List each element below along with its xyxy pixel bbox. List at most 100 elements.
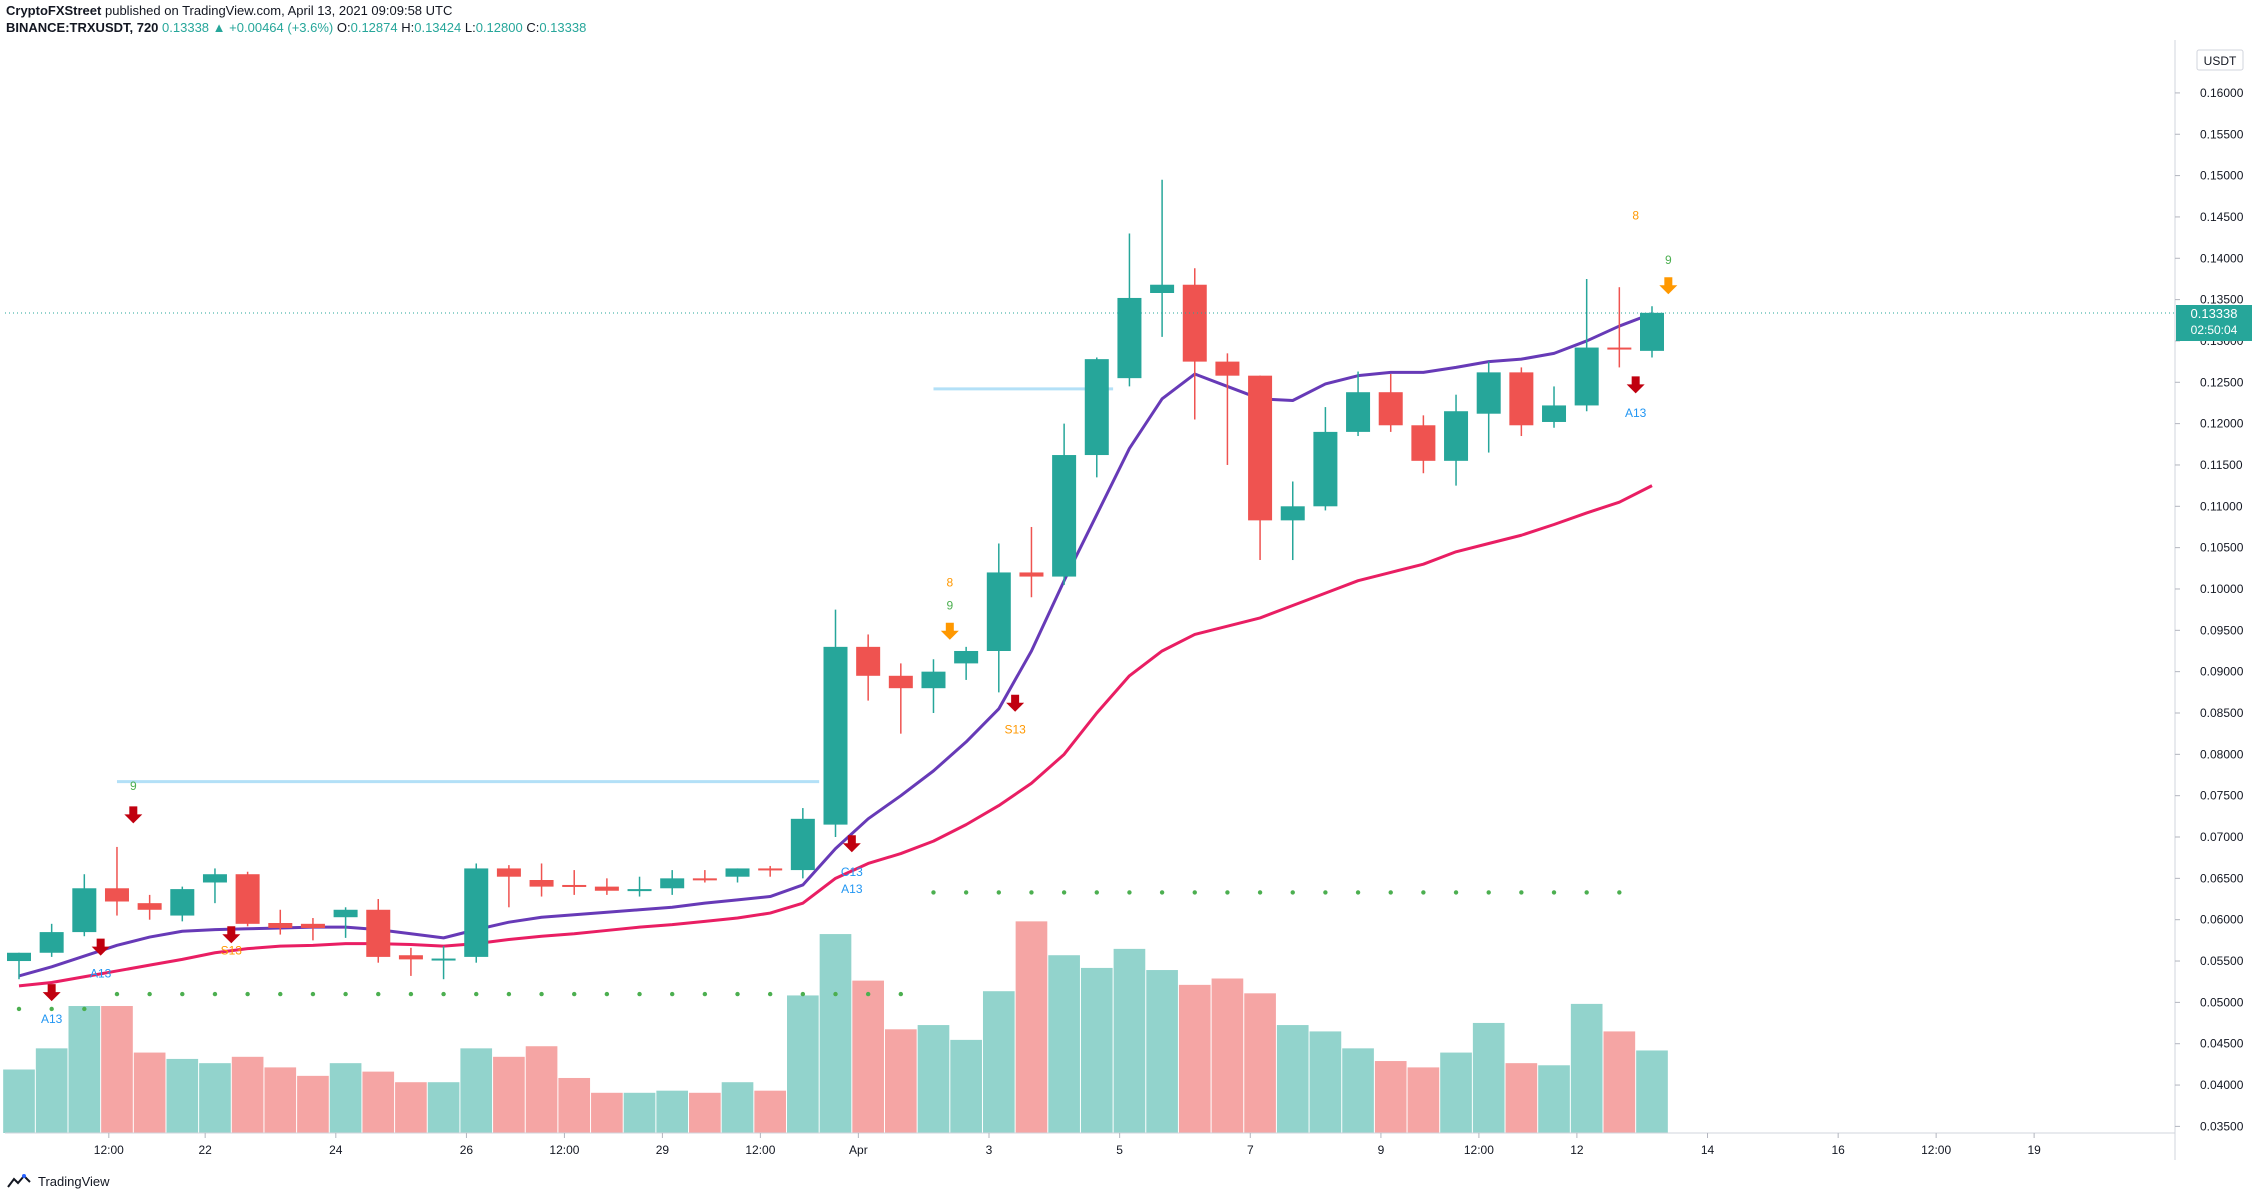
candle-body	[1640, 312, 1664, 351]
candle	[1150, 179, 1175, 337]
support-dot	[539, 991, 544, 997]
signal-label: 9	[130, 779, 137, 793]
signal-arrow-down-icon	[124, 806, 143, 824]
candle-body	[300, 923, 325, 928]
price-tick-label: 0.12000	[2200, 417, 2244, 431]
volume-bar	[1636, 1050, 1668, 1133]
candle	[1215, 353, 1240, 465]
candle-body	[1052, 455, 1077, 577]
volume-bar	[199, 1063, 231, 1133]
volume-bars	[3, 921, 1668, 1133]
candle-body	[235, 874, 260, 924]
time-tick-label: Apr	[849, 1143, 868, 1157]
volume-bar	[395, 1082, 427, 1133]
volume-bar	[1178, 984, 1211, 1133]
candle	[954, 646, 979, 680]
candle	[1182, 268, 1207, 420]
candle	[39, 923, 64, 957]
support-dot	[343, 991, 348, 997]
signal-arrow-down-icon	[42, 984, 61, 1002]
candle	[104, 846, 129, 916]
signal-label: S13	[1004, 723, 1026, 737]
volume-bar	[493, 1056, 525, 1133]
time-axis[interactable]: 12:00 22 24 26 12:00 29 12:00 Apr 3 5 7 9 12:00 12 14 1…	[94, 1133, 2041, 1157]
currency-label: USDT	[2204, 54, 2237, 68]
volume-bar	[819, 934, 852, 1133]
candle-body	[1378, 392, 1403, 426]
last-price: 0.13338	[162, 20, 210, 35]
time-tick-label: 22	[198, 1143, 212, 1157]
candle	[300, 918, 325, 941]
signal-label: S13	[221, 943, 243, 957]
candle	[1574, 278, 1599, 412]
volume-bar	[689, 1092, 721, 1133]
support-dot	[1486, 890, 1491, 895]
candle	[1346, 371, 1371, 437]
symbol-label[interactable]: BINANCE:TRXUSDT, 720	[6, 20, 159, 35]
candle-body	[7, 952, 31, 962]
price-tick-label: 0.06500	[2200, 871, 2244, 885]
volume-bar	[264, 1067, 297, 1133]
support-dot	[147, 991, 152, 997]
candle	[431, 946, 456, 980]
candle	[398, 947, 423, 976]
brand-name[interactable]: TradingView	[38, 1173, 110, 1189]
candle	[986, 543, 1011, 693]
volume-bar	[231, 1056, 264, 1133]
candle	[1411, 415, 1436, 474]
tradingview-logo-icon	[7, 1174, 31, 1188]
time-tick-label: 12:00	[549, 1143, 579, 1157]
candle	[823, 609, 848, 838]
last-price-badge-value: 0.13338	[2191, 306, 2238, 321]
open-value: 0.12874	[350, 20, 398, 35]
candle	[1542, 386, 1567, 428]
candle-body	[888, 675, 913, 689]
author-name[interactable]: CryptoFXStreet	[6, 3, 102, 18]
open-label: O:	[336, 20, 351, 35]
volume-bar	[1505, 1063, 1538, 1133]
price-tick-label: 0.15500	[2200, 127, 2244, 141]
candle	[72, 874, 97, 937]
signal-label: A13	[1625, 406, 1647, 420]
time-tick-label: 29	[656, 1143, 670, 1157]
candle-body	[1346, 392, 1371, 432]
price-tick-label: 0.13500	[2200, 293, 2244, 307]
volume-bar	[1244, 993, 1276, 1133]
volume-bar	[427, 1082, 460, 1133]
volume-bar	[852, 980, 884, 1133]
signal-label: 9	[946, 599, 953, 613]
support-dot	[670, 991, 675, 997]
volume-bar	[1309, 1031, 1342, 1133]
price-tick-label: 0.14500	[2200, 210, 2244, 224]
volume-bar	[35, 1048, 68, 1133]
high-label: H:	[401, 20, 415, 35]
time-tick-label: 9	[1378, 1143, 1385, 1157]
support-dot	[898, 991, 904, 997]
candle	[660, 870, 685, 895]
currency-badge: USDT	[2196, 49, 2244, 71]
volume-bar	[1440, 1052, 1472, 1133]
candle-body	[660, 878, 685, 889]
price-tick-label: 0.15000	[2200, 169, 2244, 183]
candle-body	[333, 909, 358, 918]
time-tick-label: 12:00	[94, 1143, 124, 1157]
support-dot	[572, 991, 577, 997]
candle	[235, 871, 260, 927]
support-dot	[1355, 890, 1361, 895]
candle	[856, 634, 881, 701]
candle-body	[39, 932, 64, 953]
price-tick-label: 0.06000	[2200, 913, 2244, 927]
volume-bar	[754, 1090, 787, 1133]
support-dot	[865, 991, 871, 997]
volume-bar	[1407, 1067, 1440, 1133]
candle-body	[1084, 359, 1109, 456]
price-tick-label: 0.07000	[2200, 830, 2244, 844]
price-axis[interactable]: 0.16000 0.15500 0.15000 0.14500 0.14000 0.135…	[2175, 86, 2244, 1133]
signal-arrow-down-icon	[222, 926, 241, 944]
candle	[1019, 526, 1044, 598]
signal-label: 8	[946, 576, 953, 590]
volume-bar	[362, 1071, 395, 1133]
countdown-label: 02:50:04	[2191, 323, 2238, 337]
footer: TradingView	[6, 1173, 110, 1189]
